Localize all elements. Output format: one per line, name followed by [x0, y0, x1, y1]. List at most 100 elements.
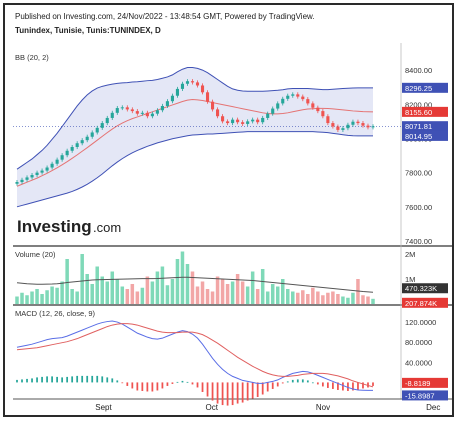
volume-bar — [265, 291, 270, 304]
macd-histogram-bar — [266, 382, 269, 392]
macd-histogram-bar — [186, 381, 189, 383]
price-tick-label: 7400.00 — [405, 237, 432, 246]
candle-body — [296, 94, 300, 97]
volume-bar — [185, 264, 190, 304]
macd-histogram-bar — [296, 379, 299, 383]
candle-body — [130, 109, 134, 112]
volume-bar — [346, 297, 350, 304]
macd-histogram-bar — [256, 382, 259, 398]
volume-bar — [110, 271, 115, 304]
macd-histogram-bar — [71, 376, 74, 383]
candle-body — [276, 103, 280, 109]
macd-histogram-bar — [201, 382, 204, 392]
macd-histogram-bar — [246, 382, 249, 401]
macd-histogram-bar — [21, 379, 23, 383]
volume-bar — [55, 287, 59, 304]
macd-histogram-bar — [241, 382, 244, 403]
macd-histogram-bar — [276, 382, 279, 387]
macd-histogram-bar — [321, 382, 324, 387]
volume-bar — [301, 290, 305, 304]
macd-histogram-bar — [286, 381, 289, 383]
bb-upper-line — [16, 67, 373, 170]
candle-body — [70, 147, 74, 151]
volume-bar — [180, 251, 185, 304]
macd-histogram-bar — [26, 378, 28, 383]
candle-body — [351, 121, 355, 125]
candle-body — [40, 170, 44, 173]
volume-bar — [341, 296, 345, 304]
volume-bar — [280, 279, 285, 304]
macd-histogram-bar — [16, 379, 18, 383]
price-badge — [402, 106, 448, 117]
volume-bar — [306, 294, 310, 304]
volume-bar — [275, 286, 280, 304]
macd-histogram-bar — [301, 379, 304, 383]
volume-bar — [15, 296, 19, 304]
volume-bar — [240, 281, 245, 304]
volume-bar — [311, 287, 315, 304]
macd-histogram-bar — [352, 382, 354, 391]
macd-histogram-bar — [31, 378, 33, 383]
macd-histogram-bar — [81, 375, 84, 383]
macd-histogram-bar — [281, 382, 284, 384]
candle-body — [261, 117, 265, 123]
volume-bar — [356, 279, 360, 304]
bb-fill-area — [17, 67, 373, 207]
candle-body — [95, 127, 99, 133]
price-tick-label: 8200.00 — [405, 100, 432, 109]
candle-body — [266, 113, 270, 118]
macd-histogram-bar — [121, 382, 124, 384]
time-tick-label: Sept — [95, 403, 112, 412]
price-tick-label: 7800.00 — [405, 169, 432, 178]
volume-bar — [230, 281, 235, 304]
volume-bar — [190, 271, 195, 304]
volume-bar — [35, 289, 39, 304]
macd-badge-label: -8.8189 — [405, 379, 430, 388]
candle-body — [50, 163, 54, 168]
macd-histogram-bar — [206, 382, 209, 397]
volume-bar — [371, 298, 375, 304]
candle-body — [246, 121, 250, 124]
macd-histogram-bar — [51, 376, 53, 383]
macd-histogram-bar — [126, 382, 129, 386]
volume-bar — [80, 254, 84, 304]
volume-bar — [366, 296, 370, 304]
volume-bar — [195, 286, 200, 304]
macd-histogram-bar — [176, 381, 179, 383]
volume-bar — [351, 292, 355, 304]
price-badge-label: 8155.60 — [405, 108, 432, 117]
volume-bar — [65, 259, 69, 304]
candle-body — [165, 101, 169, 106]
macd-histogram-bar — [362, 382, 364, 389]
macd-histogram-bar — [136, 382, 139, 391]
volume-bar — [85, 274, 89, 304]
price-tick-label: 7600.00 — [405, 203, 432, 212]
candle-body — [236, 119, 240, 123]
macd-histogram-bar — [211, 382, 214, 401]
macd-histogram-bar — [91, 375, 94, 383]
macd-histogram-bar — [236, 382, 239, 404]
chart-frame: Published on Investing.com, 24/Nov/2022 … — [3, 3, 454, 417]
chart-canvas[interactable]: 8400.008200.008000.007800.007600.007400.… — [5, 5, 452, 415]
macd-histogram-bar — [111, 378, 114, 383]
volume-bar — [200, 281, 205, 304]
macd-histogram-bar — [221, 382, 224, 406]
macd-histogram-bar — [342, 382, 344, 391]
macd-histogram-bar — [357, 382, 359, 390]
macd-histogram-bar — [101, 376, 104, 383]
macd-badge-label: -15.8987 — [405, 391, 435, 400]
volume-bar — [205, 289, 210, 304]
macd-histogram-bar — [156, 382, 159, 391]
macd-histogram-bar — [56, 376, 58, 383]
published-line: Published on Investing.com, 24/Nov/2022 … — [15, 12, 315, 21]
candle-body — [336, 126, 340, 130]
candle-body — [366, 125, 370, 128]
candle-body — [256, 119, 260, 123]
macd-histogram-bar — [311, 382, 314, 384]
volume-bar — [75, 291, 79, 304]
candle-body — [371, 126, 375, 128]
macd-histogram-bar — [106, 377, 109, 383]
volume-bar — [155, 271, 160, 304]
candle-body — [80, 140, 84, 144]
candle-body — [100, 123, 104, 128]
